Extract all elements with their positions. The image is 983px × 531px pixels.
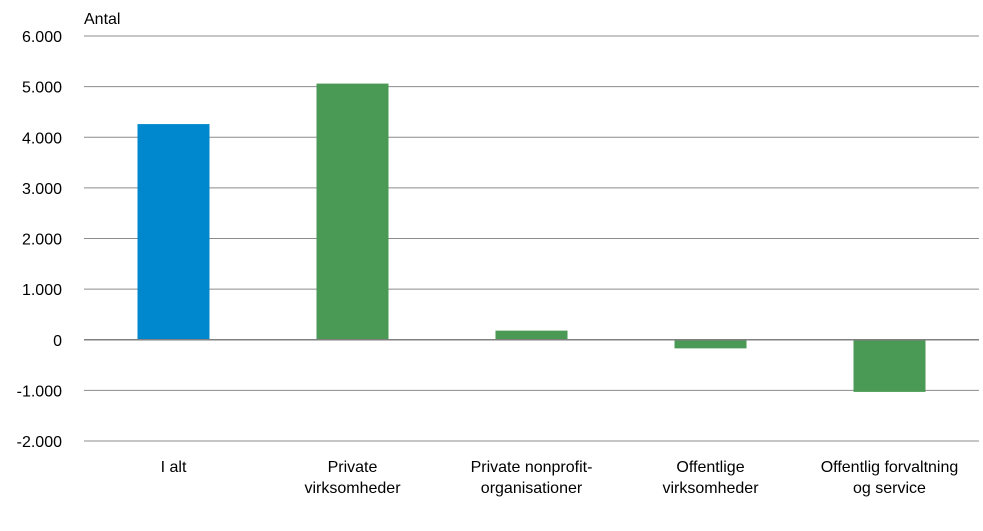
y-tick-label: 4.000 <box>22 130 62 147</box>
bars <box>137 83 926 392</box>
y-tick-label: 1.000 <box>22 282 62 299</box>
gridlines <box>84 35 979 442</box>
x-tick-label: Private nonprofit-organisationer <box>471 459 593 497</box>
x-tick-label: Private virksomheder <box>304 459 401 497</box>
y-tick-label: -2.000 <box>17 434 62 451</box>
bar <box>853 339 926 392</box>
bar <box>316 83 389 340</box>
bar <box>495 330 568 340</box>
y-tick-label: 3.000 <box>22 181 62 198</box>
y-tick-label: 0 <box>53 333 62 350</box>
bar <box>674 339 747 349</box>
y-tick-label: 6.000 <box>22 29 62 46</box>
x-tick-label: Offentlig forvaltning og service <box>821 459 959 497</box>
y-tick-label: -1.000 <box>17 383 62 400</box>
y-axis-tick-labels: 6.000 5.000 4.000 3.000 2.000 1.000 0 -1.000 -2.… <box>17 29 62 451</box>
x-tick-label: Offentlige virksomheder <box>662 459 759 497</box>
y-tick-label: 5.000 <box>22 80 62 97</box>
y-axis-title: Antal <box>84 11 120 28</box>
bar <box>137 124 210 340</box>
x-axis-tick-labels: I alt Private virksomheder Private nonprofi… <box>161 459 959 497</box>
x-tick-label: I alt <box>161 459 187 476</box>
y-tick-label: 2.000 <box>22 232 62 249</box>
